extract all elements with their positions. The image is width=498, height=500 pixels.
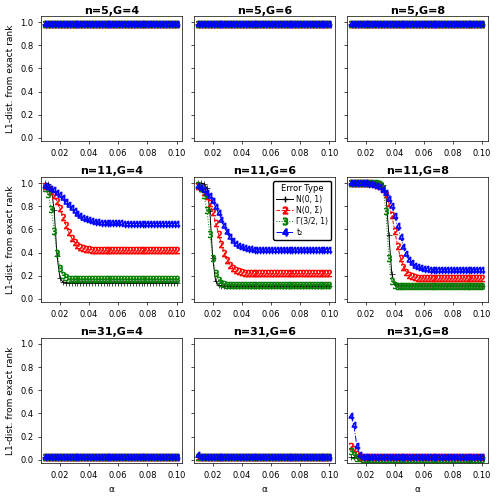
Title: n=11,G=8: n=11,G=8 [386, 166, 449, 176]
Y-axis label: L1-dist. from exact rank: L1-dist. from exact rank [5, 186, 14, 294]
Title: n=5,G=4: n=5,G=4 [84, 6, 139, 16]
Y-axis label: L1-dist. from exact rank: L1-dist. from exact rank [5, 346, 14, 455]
Title: n=31,G=6: n=31,G=6 [233, 328, 296, 338]
X-axis label: α: α [261, 486, 267, 494]
X-axis label: α: α [109, 486, 115, 494]
Title: n=11,G=4: n=11,G=4 [80, 166, 143, 176]
Title: n=5,G=8: n=5,G=8 [390, 6, 445, 16]
X-axis label: α: α [414, 486, 420, 494]
Title: n=11,G=6: n=11,G=6 [233, 166, 296, 176]
Title: n=31,G=8: n=31,G=8 [386, 328, 449, 338]
Y-axis label: L1-dist. from exact rank: L1-dist. from exact rank [5, 24, 14, 133]
Title: n=31,G=4: n=31,G=4 [80, 328, 143, 338]
Legend: N(0, 1), N(0, Σ), Γ(3/2, 1), t₂: N(0, 1), N(0, Σ), Γ(3/2, 1), t₂ [273, 181, 331, 240]
Title: n=5,G=6: n=5,G=6 [237, 6, 292, 16]
